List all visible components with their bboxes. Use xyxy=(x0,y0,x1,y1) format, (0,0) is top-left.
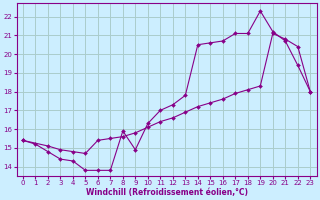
X-axis label: Windchill (Refroidissement éolien,°C): Windchill (Refroidissement éolien,°C) xyxy=(85,188,248,197)
